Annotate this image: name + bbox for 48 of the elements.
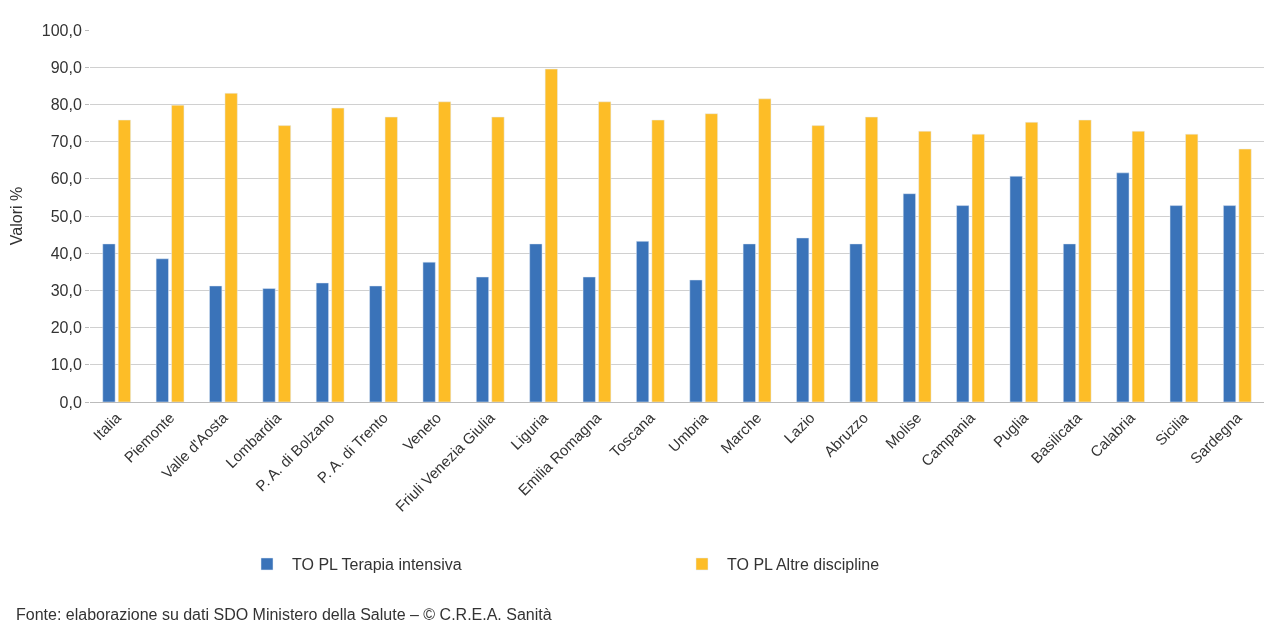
y-tick-label: 40,0 — [50, 244, 82, 262]
bar — [171, 104, 185, 402]
legend-label: TO PL Terapia intensiva — [292, 556, 462, 574]
bar — [331, 107, 345, 402]
y-tick-label: 10,0 — [50, 356, 82, 374]
bar — [262, 288, 276, 402]
bar — [155, 258, 169, 402]
bar — [704, 113, 718, 402]
y-tick-label: 100,0 — [41, 21, 82, 39]
bar — [1223, 205, 1237, 402]
source-note: Fonte: elaborazione su dati SDO Ministero della Salute – © C.R.E.A. Sanità — [16, 606, 552, 623]
bar — [1009, 175, 1023, 402]
y-tick-label: 60,0 — [50, 170, 82, 188]
legend-label: TO PL Altre discipline — [727, 556, 880, 574]
y-tick-label: 20,0 — [50, 319, 82, 337]
y-tick-label: 70,0 — [50, 133, 82, 151]
bar — [278, 125, 291, 402]
bar — [1169, 205, 1183, 402]
bar — [315, 282, 329, 402]
y-axis-title: Valori % — [7, 186, 25, 246]
y-tick-label: 30,0 — [50, 282, 82, 299]
bar — [636, 241, 650, 402]
bar — [102, 243, 116, 402]
x-tick-label: Italia — [89, 408, 125, 444]
y-tick-label: 50,0 — [50, 207, 82, 225]
bar — [1063, 243, 1076, 402]
bar — [849, 243, 863, 402]
y-tick-label: 80,0 — [50, 96, 82, 113]
bar — [902, 193, 916, 402]
bar — [1025, 122, 1039, 402]
y-tick-label: 90,0 — [50, 58, 82, 76]
y-tick-label: 0,0 — [59, 393, 82, 411]
bar — [689, 279, 703, 402]
bar — [476, 276, 489, 402]
bar — [1238, 148, 1252, 402]
bar — [742, 243, 756, 402]
bar — [651, 119, 665, 402]
bar — [865, 116, 878, 402]
bar — [491, 116, 505, 402]
bar — [117, 119, 131, 402]
bar — [422, 261, 436, 402]
bar — [598, 101, 612, 402]
bar — [1185, 133, 1199, 402]
bar — [918, 130, 932, 402]
bar — [1078, 119, 1092, 402]
bar — [438, 101, 452, 402]
bar — [582, 276, 596, 402]
bar — [758, 98, 772, 402]
